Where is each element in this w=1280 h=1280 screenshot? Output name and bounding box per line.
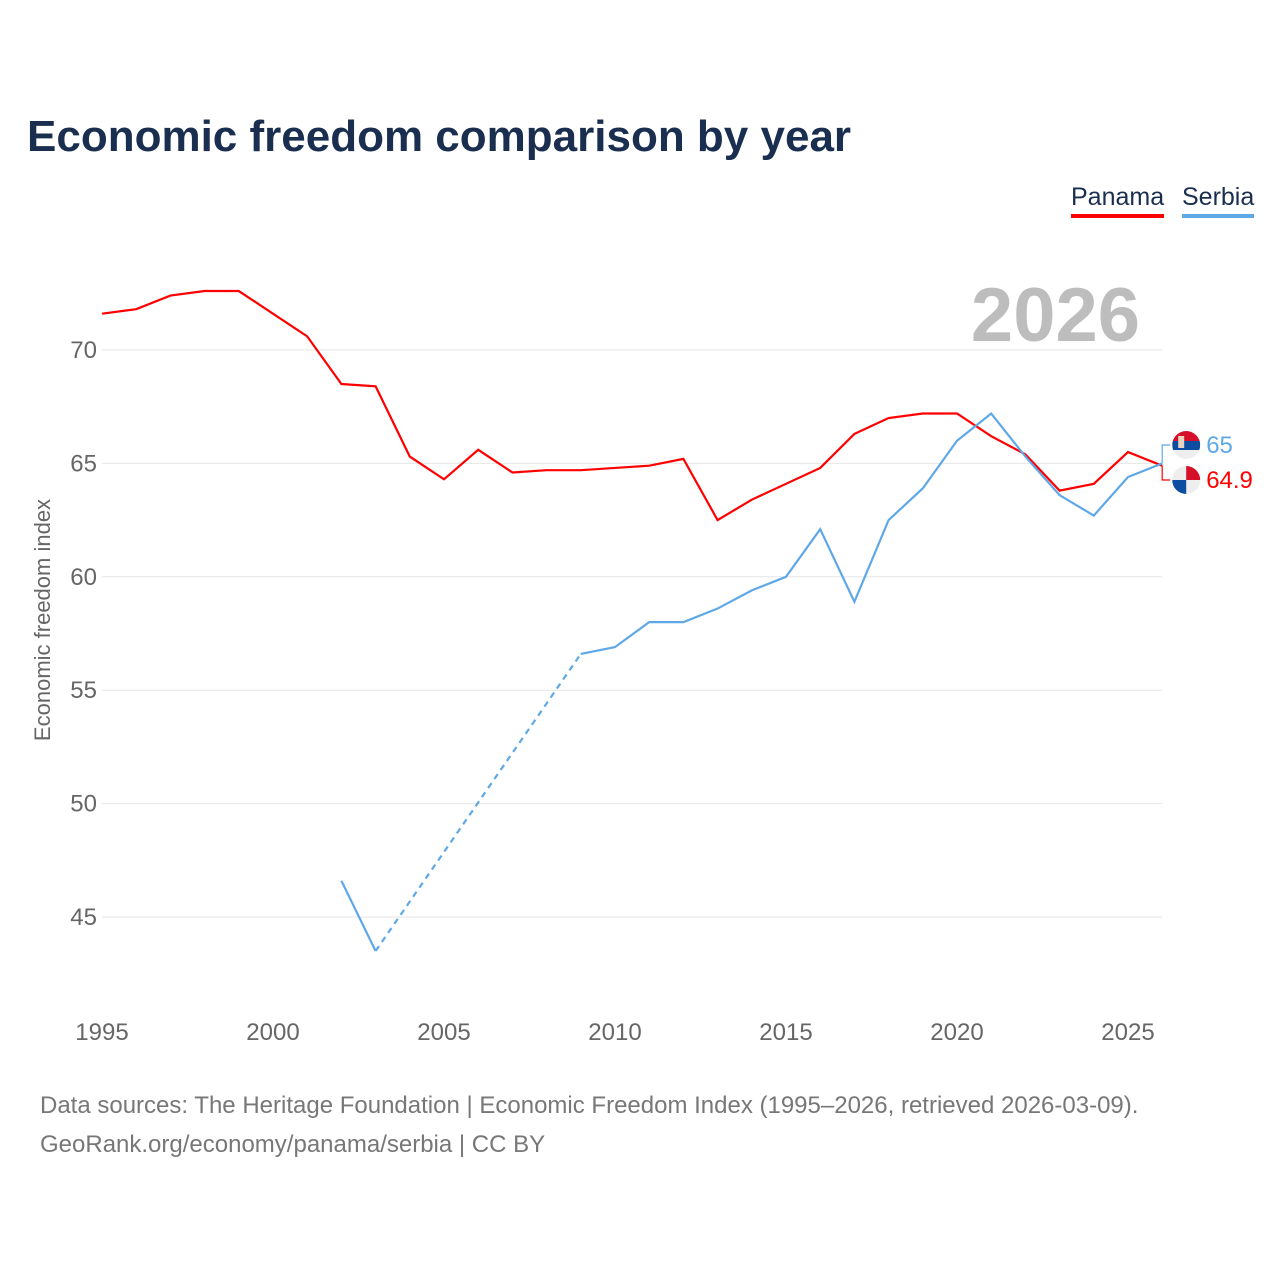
flag-icon-serbia [1172, 431, 1201, 459]
data-source-text: Data sources: The Heritage Foundation | … [40, 1092, 1139, 1119]
end-connector [1161, 444, 1171, 464]
chart-title: Economic freedom comparison by year [27, 112, 852, 161]
x-tick-label: 1995 [75, 1019, 128, 1046]
series-line-serbia [340, 880, 377, 952]
y-tick-label: 55 [70, 677, 97, 704]
end-value-label-serbia: 65 [1206, 432, 1233, 459]
current-year-label: 2026 [970, 273, 1140, 358]
y-tick-label: 45 [70, 904, 97, 931]
x-tick-label: 2025 [1101, 1019, 1154, 1046]
series-gap-serbia [374, 653, 582, 952]
x-tick-label: 2005 [417, 1019, 470, 1046]
legend-serbia[interactable]: Serbia [1182, 183, 1255, 218]
series-line-serbia [580, 411, 1163, 655]
series-line-panama [101, 289, 1163, 522]
x-tick-label: 2020 [930, 1019, 983, 1046]
y-tick-label: 65 [70, 450, 97, 477]
y-tick-label: 60 [70, 564, 97, 591]
x-tick-label: 2015 [759, 1019, 812, 1046]
y-tick-label: 70 [70, 337, 97, 364]
flag-icon-panama [1172, 466, 1201, 494]
end-value-label-panama: 64.9 [1206, 467, 1253, 494]
end-connector [1161, 465, 1171, 481]
x-tick-label: 2000 [246, 1019, 299, 1046]
footer: Data sources: The Heritage Foundation | … [40, 1086, 1138, 1164]
legend-panama[interactable]: Panama [1071, 183, 1165, 218]
x-tick-label: 2010 [588, 1019, 641, 1046]
source-link[interactable]: GeoRank.org/economy/panama/serbia | CC B… [40, 1131, 546, 1158]
y-tick-label: 50 [70, 791, 97, 818]
